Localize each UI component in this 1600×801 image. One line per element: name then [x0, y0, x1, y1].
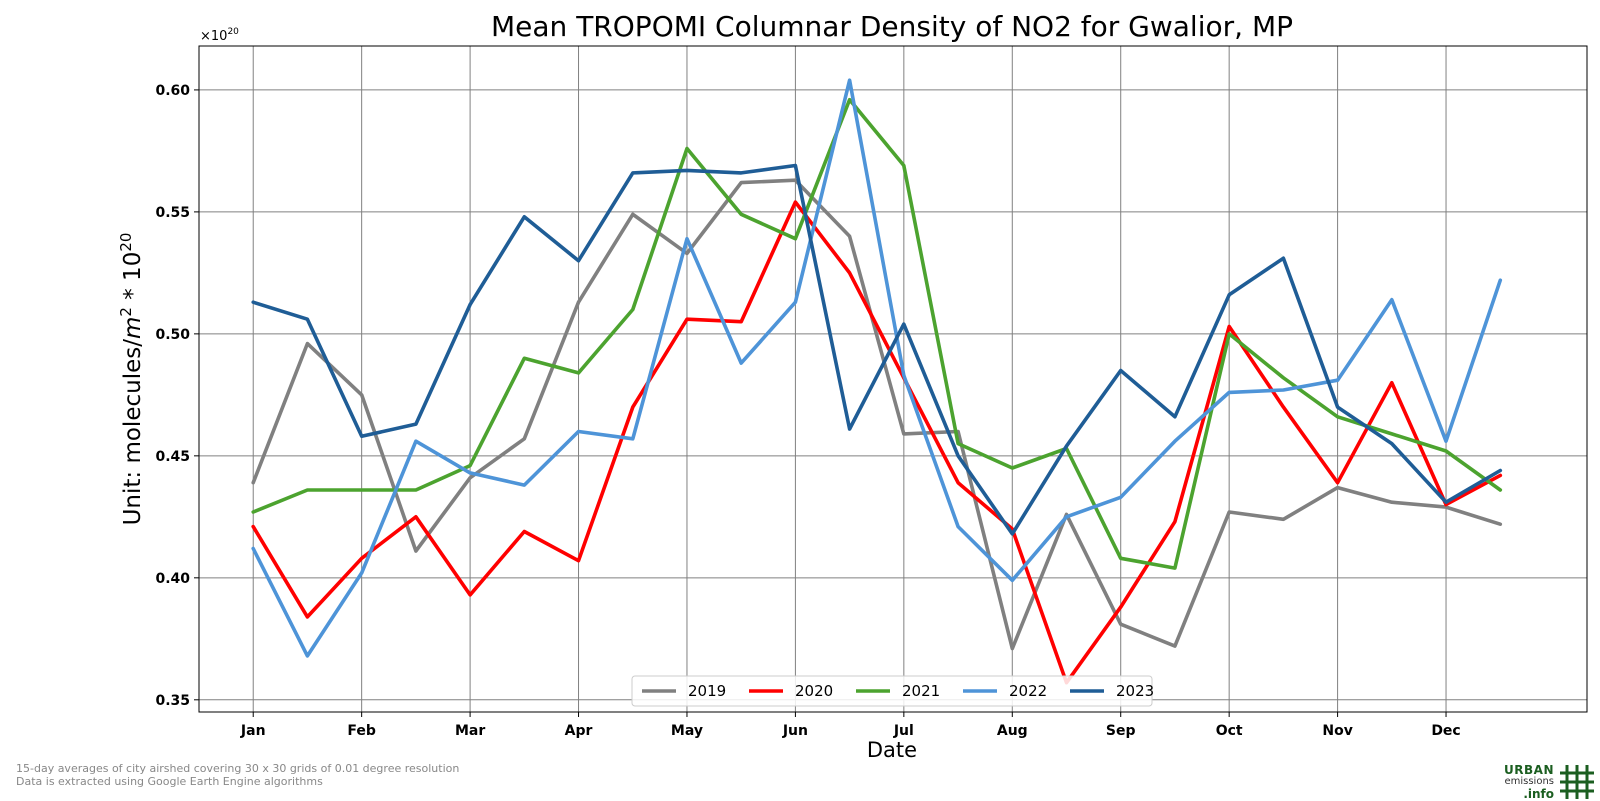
urban-emissions-logo: URBAN emissions .info [1498, 764, 1596, 800]
no2-line-chart: Mean TROPOMI Columnar Density of NO2 for… [117, 10, 1588, 760]
x-tick-label: Feb [347, 723, 376, 739]
plot-area-frame [198, 45, 1588, 713]
legend: 2019 2020 2021 2022 2023 [631, 675, 1154, 707]
logo-text-info: .info [1523, 787, 1554, 801]
y-axis-label: Unit: molecules/m2 * 1020 [117, 233, 146, 526]
legend-label: 2019 [688, 682, 726, 700]
y-tick-label: 0.45 [155, 449, 190, 465]
x-tick-label: Aug [997, 723, 1028, 739]
y-axis-label-unit: m [120, 317, 146, 339]
chart-title: Mean TROPOMI Columnar Density of NO2 for… [491, 10, 1293, 43]
y-axis-label-mult: * 10 [120, 252, 146, 307]
y-offset-label: ×1020 [200, 27, 239, 44]
x-tick-label: Nov [1322, 723, 1352, 739]
x-tick-label: Jul [893, 723, 914, 739]
footnote-line-1: 15-day averages of city airshed covering… [16, 762, 460, 775]
series-line-2019 [251, 178, 1503, 651]
footnote-line-2: Data is extracted using Google Earth Eng… [16, 775, 323, 788]
legend-label: 2022 [1009, 682, 1047, 700]
x-tick-label: Apr [565, 723, 593, 739]
series-line-2020 [251, 200, 1503, 685]
y-axis-label-unit-exp: 2 [117, 307, 135, 317]
y-offset-exp: 20 [227, 27, 239, 37]
series-lines [251, 78, 1503, 685]
legend-label: 2023 [1116, 682, 1154, 700]
y-tick-label: 0.50 [155, 327, 190, 343]
series-line-2022 [251, 78, 1503, 658]
y-tick-label: 0.35 [155, 693, 190, 709]
legend-label: 2020 [795, 682, 833, 700]
x-tick-label: Oct [1216, 723, 1243, 739]
x-tick-label: May [671, 723, 703, 739]
y-tick-label: 0.60 [155, 83, 190, 99]
grid-lines [199, 46, 1587, 712]
y-axis-label-mult-exp: 20 [117, 233, 135, 252]
y-offset-base: ×10 [200, 29, 227, 44]
x-tick-label: Dec [1431, 723, 1460, 739]
x-axis-ticks: Jan Feb Mar Apr May Jun Jul Aug Sep Oct Nov Dec [240, 712, 1461, 739]
x-tick-label: Sep [1106, 723, 1136, 739]
legend-label: 2021 [902, 682, 940, 700]
logo-text-urban: URBAN [1504, 763, 1554, 777]
x-axis-label: Date [867, 738, 917, 760]
svg-text:×1020: ×1020 [200, 27, 239, 44]
y-axis-ticks: 0.35 0.40 0.45 0.50 0.55 0.60 [155, 83, 199, 709]
x-tick-label: Jun [782, 723, 808, 739]
logo-grid-icon [1560, 765, 1594, 799]
x-tick-label: Mar [455, 723, 485, 739]
y-tick-label: 0.40 [155, 571, 190, 587]
x-tick-label: Jan [240, 723, 266, 739]
series-line-2023 [251, 163, 1503, 536]
y-tick-label: 0.55 [155, 205, 190, 221]
logo-text-emissions: emissions [1504, 776, 1554, 787]
y-axis-label-prefix: Unit: molecules/ [120, 339, 146, 526]
legend-box [631, 675, 1153, 707]
